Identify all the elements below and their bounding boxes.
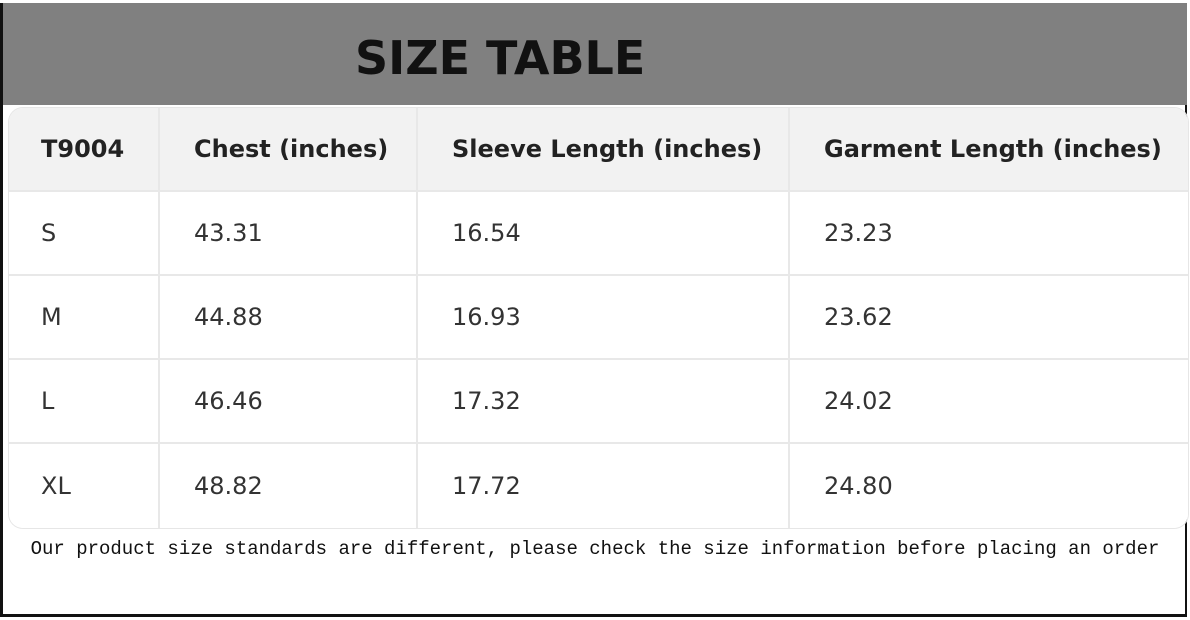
cell-garment-length: 24.80 — [790, 444, 1188, 528]
header-model: T9004 — [9, 108, 160, 192]
cell-garment-length: 23.62 — [790, 276, 1188, 360]
cell-sleeve: 16.93 — [418, 276, 790, 360]
cell-garment-length: 24.02 — [790, 360, 1188, 444]
title-banner: SIZE TABLE — [3, 3, 1187, 105]
cell-sleeve: 17.32 — [418, 360, 790, 444]
table-row: XL 48.82 17.72 24.80 — [9, 444, 1188, 528]
cell-sleeve: 16.54 — [418, 192, 790, 276]
table-row: M 44.88 16.93 23.62 — [9, 276, 1188, 360]
table-row: S 43.31 16.54 23.23 — [9, 192, 1188, 276]
size-note: Our product size standards are different… — [30, 538, 1160, 560]
header-sleeve: Sleeve Length (inches) — [418, 108, 790, 192]
cell-size: S — [9, 192, 160, 276]
header-chest: Chest (inches) — [160, 108, 418, 192]
cell-sleeve: 17.72 — [418, 444, 790, 528]
cell-size: XL — [9, 444, 160, 528]
page-title: SIZE TABLE — [355, 31, 646, 85]
cell-size: M — [9, 276, 160, 360]
table-header-row: T9004 Chest (inches) Sleeve Length (inch… — [9, 108, 1188, 192]
table-row: L 46.46 17.32 24.02 — [9, 360, 1188, 444]
header-garment-length: Garment Length (inches) — [790, 108, 1188, 192]
cell-chest: 43.31 — [160, 192, 418, 276]
size-table: T9004 Chest (inches) Sleeve Length (inch… — [9, 108, 1188, 528]
cell-chest: 46.46 — [160, 360, 418, 444]
cell-chest: 48.82 — [160, 444, 418, 528]
cell-garment-length: 23.23 — [790, 192, 1188, 276]
cell-size: L — [9, 360, 160, 444]
cell-chest: 44.88 — [160, 276, 418, 360]
